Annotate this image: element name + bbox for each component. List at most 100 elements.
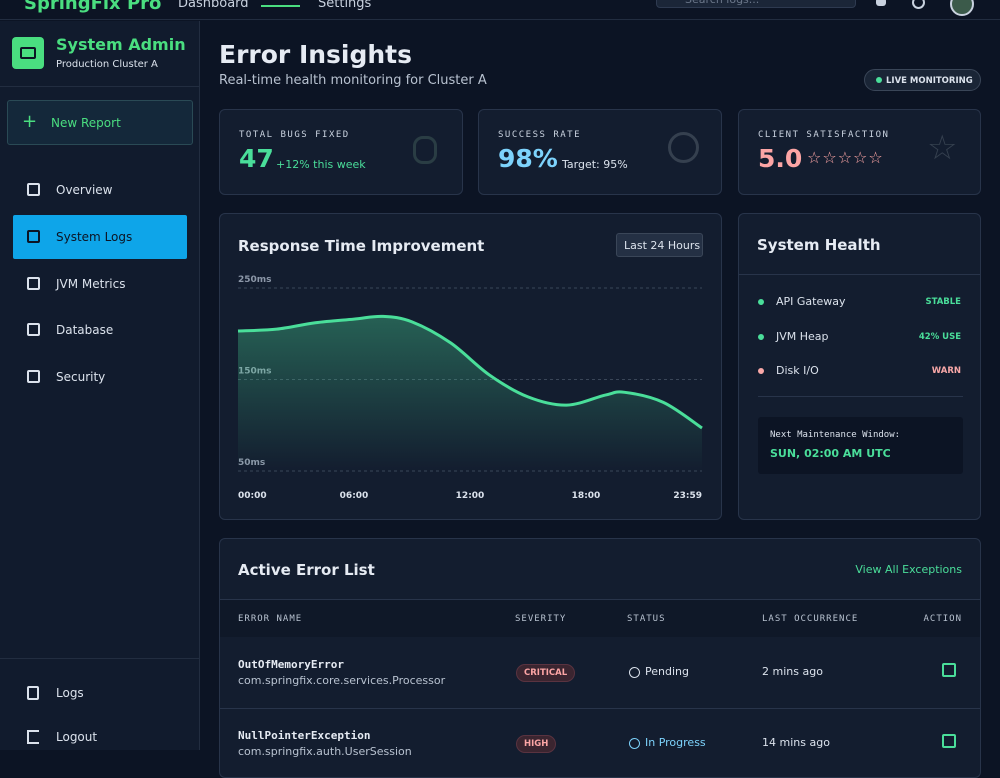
sidebar-title: System Admin [56, 35, 186, 54]
nav-icon [27, 230, 40, 243]
column-header: LAST OCCURRENCE [762, 614, 859, 624]
status-icon [629, 667, 640, 678]
severity-badge: CRITICAL [516, 664, 576, 682]
nav-underline [261, 5, 300, 7]
status-dot [758, 368, 764, 374]
bell-icon[interactable] [876, 0, 886, 6]
table-card: Active Error List View All Exceptions ER… [219, 538, 981, 778]
button-label: New Report [51, 116, 121, 130]
nav-item[interactable]: Security [56, 370, 106, 384]
status-dot [758, 299, 764, 305]
stat-card: CLIENT SATISFACTION 5.0 ☆☆☆☆☆ ☆ [738, 109, 981, 195]
nav-link[interactable]: Dashboard [178, 0, 249, 11]
open-action[interactable] [942, 663, 956, 677]
error-name: NullPointerException [238, 729, 371, 742]
x-tick-label: 12:00 [456, 491, 485, 501]
divider [739, 274, 980, 275]
column-header: STATUS [627, 614, 666, 624]
y-tick-label: 250ms [238, 275, 272, 285]
x-tick-label: 06:00 [340, 491, 369, 501]
maintenance-label: Next Maintenance Window: [770, 430, 901, 440]
brand: SpringFix Pro [24, 0, 162, 14]
service-status: 42% USE [918, 331, 961, 342]
status-text: Pending [645, 665, 689, 678]
live-badge: LIVE MONITORING [864, 69, 981, 91]
health-card: System Health Next Maintenance Window: S… [738, 213, 981, 520]
service-name: JVM Heap [776, 329, 829, 343]
health-title: System Health [757, 236, 881, 254]
star-icon: ☆ [927, 128, 958, 168]
error-source: com.springfix.core.services.Processor [238, 674, 446, 687]
stat-card: SUCCESS RATE 98% Target: 95% [478, 109, 722, 195]
stat-note: +12% this week [276, 158, 366, 171]
column-header: SEVERITY [515, 614, 567, 624]
maintenance-box: Next Maintenance Window: SUN, 02:00 AM U… [758, 417, 963, 474]
stat-value: 47 [239, 144, 274, 173]
table-title: Active Error List [238, 561, 375, 579]
severity-badge: HIGH [516, 735, 557, 753]
line [237, 314, 703, 430]
nav-item[interactable]: Database [56, 323, 114, 337]
badge-text: LIVE MONITORING [886, 76, 973, 86]
area [238, 316, 702, 471]
service-name: API Gateway [776, 295, 846, 308]
range-button[interactable]: Last 24 Hours [616, 233, 703, 257]
occurrence: 14 mins ago [762, 736, 830, 749]
view-all-link[interactable]: View All Exceptions [855, 563, 962, 576]
stat-label: SUCCESS RATE [498, 130, 582, 140]
avatar[interactable] [950, 0, 974, 16]
search-box[interactable]: Search logs... [656, 0, 856, 8]
error-name: OutOfMemoryError [238, 658, 344, 671]
service-name: Disk I/O [776, 364, 819, 377]
stat-note: Target: 95% [562, 158, 628, 171]
top-bar: SpringFix Pro Dashboard Settings Search … [0, 0, 1000, 20]
status-text: In Progress [645, 736, 706, 749]
error-source: com.springfix.auth.UserSession [238, 745, 412, 758]
chart-title: Response Time Improvement [238, 237, 485, 255]
stat-value: 98% [498, 144, 558, 173]
new-report-button[interactable]: + New Report [7, 100, 193, 145]
row-divider [220, 708, 980, 709]
nav-item[interactable]: System Logs [56, 230, 133, 244]
nav-icon [27, 323, 40, 336]
status-icon [629, 738, 640, 749]
nav-item[interactable]: Overview [56, 183, 113, 197]
stat-label: CLIENT SATISFACTION [758, 130, 890, 140]
stat-label: TOTAL BUGS FIXED [239, 130, 350, 140]
x-tick-label: 18:00 [572, 491, 601, 501]
nav-icon [27, 277, 40, 290]
column-header: ERROR NAME [238, 614, 303, 624]
divider [0, 658, 199, 659]
sidebar-subtitle: Production Cluster A [56, 59, 158, 70]
column-header: ACTION [923, 614, 962, 624]
nav-item[interactable]: JVM Metrics [56, 277, 126, 291]
bug-icon [413, 136, 437, 164]
nav-icon [27, 183, 40, 196]
open-action[interactable] [942, 734, 956, 748]
nav-item[interactable]: Logout [56, 730, 98, 744]
occurrence: 2 mins ago [762, 665, 823, 678]
nav-icon [27, 370, 40, 383]
service-status: STABLE [925, 297, 961, 307]
page-subtitle: Real-time health monitoring for Cluster … [219, 73, 487, 88]
logout-icon [27, 730, 39, 744]
plus-icon: + [22, 111, 38, 132]
logs-icon [27, 686, 39, 700]
stat-card: TOTAL BUGS FIXED 47 +12% this week [219, 109, 463, 195]
nav-link[interactable]: Settings [318, 0, 372, 11]
nav-active-bg [13, 215, 187, 259]
nav-item[interactable]: Logs [56, 686, 84, 700]
help-icon[interactable] [912, 0, 925, 9]
service-status: WARN [931, 366, 961, 376]
maintenance-time: SUN, 02:00 AM UTC [770, 447, 891, 460]
sidebar: System Admin Production Cluster A + New … [0, 21, 200, 750]
logo [12, 37, 44, 69]
x-tick-label: 00:00 [238, 491, 267, 501]
check-icon [668, 132, 699, 163]
x-tick-label: 23:59 [673, 491, 702, 501]
divider [0, 86, 199, 87]
divider [758, 396, 963, 397]
stat-value: 5.0 [758, 144, 803, 173]
